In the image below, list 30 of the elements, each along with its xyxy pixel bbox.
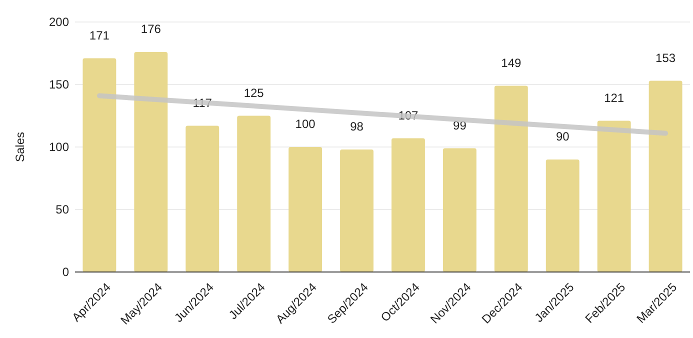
data-label: 149 [501,56,522,70]
y-axis-title: Sales [13,132,27,162]
bar [648,80,682,272]
y-tick-label: 150 [48,78,70,92]
data-label: 107 [398,108,419,122]
y-tick-label: 0 [62,265,70,280]
bar [340,150,374,272]
data-label: 176 [140,22,162,36]
data-label: 99 [453,118,467,132]
bar [442,148,476,272]
bar [494,86,528,272]
data-label: 100 [295,117,316,131]
bar [288,147,322,272]
data-label: 117 [192,96,212,110]
data-label: 153 [656,50,676,65]
bar [186,126,220,272]
bar [237,116,271,272]
bar [134,52,168,272]
bar [82,58,116,272]
data-label: 171 [89,28,110,42]
y-tick-label: 100 [48,140,70,154]
data-label: 98 [350,120,364,134]
bar [392,138,425,272]
data-label: 125 [244,86,264,100]
data-label: 90 [556,130,570,144]
data-label: 121 [604,90,624,105]
y-tick-label: 200 [48,15,70,30]
y-tick-label: 50 [56,202,70,217]
bar [597,120,631,272]
bar [546,160,580,272]
